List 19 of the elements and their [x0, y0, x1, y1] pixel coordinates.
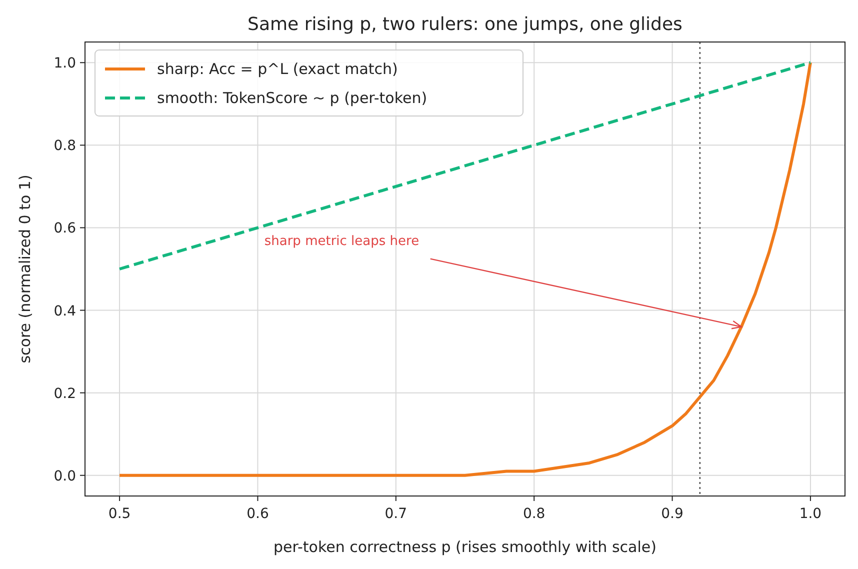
chart-title: Same rising p, two rulers: one jumps, one glides [248, 14, 682, 35]
x-tick-label: 0.8 [522, 506, 546, 522]
y-axis-title: score (normalized 0 to 1) [16, 174, 34, 364]
x-tick-label: 0.5 [108, 506, 131, 522]
line-series [118, 61, 812, 477]
x-tick-label: 0.7 [384, 506, 408, 522]
legend-label: sharp: Acc = p^L (exact match) [157, 60, 398, 78]
x-tick-label: 0.6 [246, 506, 269, 522]
annotation: sharp metric leaps here [264, 234, 420, 249]
y-tick-label: 1.0 [54, 56, 76, 72]
y-tick-label: 0.4 [54, 303, 76, 320]
y-tick-label: 0.6 [54, 220, 76, 237]
x-axis-title: per-token correctness p (rises smoothly with scale) [274, 538, 656, 556]
x-tick-label: 1.0 [799, 506, 822, 522]
y-tick-label: 0.2 [54, 386, 76, 402]
x-tick-label: 0.9 [661, 506, 684, 522]
legend-label: smooth: TokenScore ~ p (per-token) [157, 89, 428, 107]
y-tick-label: 0.0 [54, 468, 76, 484]
y-tick-label: 0.8 [54, 138, 76, 154]
